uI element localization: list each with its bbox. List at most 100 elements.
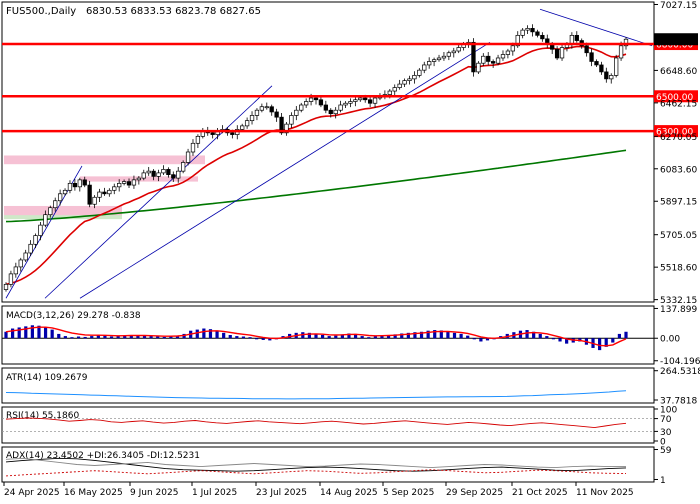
macd-hist-bar xyxy=(162,336,166,339)
macd-hist-bar xyxy=(380,335,384,339)
x-tick-label: 5 Sep 2025 xyxy=(383,488,434,498)
candle-body xyxy=(131,179,137,186)
macd-hist-bar xyxy=(208,329,213,339)
adx-series-line xyxy=(5,457,627,469)
macd-hist-bar xyxy=(241,336,246,339)
macd-hist-bar xyxy=(400,333,404,339)
macd-hist-bar xyxy=(83,336,87,339)
adx-series-line xyxy=(5,469,627,477)
candle-body xyxy=(269,106,274,113)
candle-body xyxy=(599,64,604,73)
macd-hist-bar xyxy=(149,336,153,339)
candle-body xyxy=(57,193,63,202)
candle-body xyxy=(392,87,397,92)
macd-hist-bar xyxy=(604,338,608,347)
ohlc-readout: 6830.53 6833.53 6823.78 6827.65 xyxy=(86,6,261,17)
candle-body xyxy=(363,97,368,101)
candle-body xyxy=(161,169,166,174)
candle-body xyxy=(171,174,176,179)
macd-hist-bar xyxy=(76,336,81,339)
adx-plot xyxy=(5,457,627,477)
macd-hist-bar xyxy=(598,338,602,351)
rsi-y-tick-label: 70 xyxy=(660,415,672,425)
macd-hist-bar xyxy=(235,336,239,339)
candle-body xyxy=(574,34,579,41)
candle-body xyxy=(299,104,304,111)
candle-body xyxy=(151,170,156,177)
ema-slow-line xyxy=(5,149,627,223)
macd-hist-bar xyxy=(472,338,476,340)
macd-hist-bar xyxy=(307,332,312,339)
x-tick-label: 23 Jul 2025 xyxy=(256,488,307,498)
candle-body xyxy=(230,132,235,135)
candle-body xyxy=(121,181,127,184)
candle-body xyxy=(540,34,545,40)
macd-hist-bar xyxy=(565,338,569,344)
candle-body xyxy=(3,283,9,290)
adx-series-line xyxy=(5,457,627,472)
macd-hist-bar xyxy=(545,336,549,339)
rsi-y-tick-label: 100 xyxy=(660,406,677,416)
candle-body xyxy=(77,179,82,188)
candle-body xyxy=(589,52,594,62)
adx-y-axis: 59 1 xyxy=(654,446,672,486)
candle-body xyxy=(427,61,432,66)
candle-body xyxy=(107,189,112,195)
price-y-tick-label: 5518.60 xyxy=(660,264,697,274)
x-tick-label: 29 Sep 2025 xyxy=(446,488,503,498)
macd-hist-bar xyxy=(156,336,160,339)
macd-hist-bar xyxy=(611,338,615,343)
price-y-tick-label: 5332.15 xyxy=(660,296,697,306)
macd-hist-bar xyxy=(63,336,67,339)
macd-hist-bar xyxy=(4,331,8,339)
candle-body xyxy=(53,200,58,209)
candle-body xyxy=(471,41,476,73)
candle-body xyxy=(584,45,589,54)
candle-body xyxy=(594,61,599,66)
atr-y-tick-label: 37.7818 xyxy=(660,396,697,406)
macd-hist-bar xyxy=(136,335,140,339)
macd-hist-bar xyxy=(175,335,180,339)
candle-body xyxy=(422,64,427,71)
candle-body xyxy=(353,99,358,102)
candle-body xyxy=(279,116,284,134)
candle-body xyxy=(436,57,442,61)
price-y-tick-label: 5705.05 xyxy=(660,231,697,241)
macd-hist-bar xyxy=(624,331,628,339)
candle-body xyxy=(614,57,619,76)
candle-body xyxy=(254,109,260,116)
macd-signal-line xyxy=(5,326,627,347)
x-tick-label: 21 Oct 2025 xyxy=(512,488,568,498)
macd-hist-bar xyxy=(485,338,490,341)
level-label: 6500.00 xyxy=(656,93,693,103)
macd-hist-bar xyxy=(261,338,265,340)
candle-body xyxy=(328,109,333,115)
candle-body xyxy=(38,224,43,236)
candle-body xyxy=(13,266,18,275)
macd-hist-bar xyxy=(406,332,410,339)
trendline-4 xyxy=(539,8,653,47)
macd-hist-bar xyxy=(525,330,529,339)
candle-body xyxy=(67,182,73,191)
level-label-bg xyxy=(654,125,698,138)
macd-hist-bar xyxy=(532,331,536,339)
x-tick-label: 1 Jul 2025 xyxy=(192,488,237,498)
macd-hist-bar xyxy=(142,335,147,339)
macd-title: MACD(3,12,26) 29.278 -0.838 xyxy=(6,311,141,321)
candle-body xyxy=(308,97,314,102)
rsi-y-tick-label: 30 xyxy=(660,428,672,438)
rsi-line xyxy=(5,417,627,429)
candle-body xyxy=(289,115,294,125)
candle-body xyxy=(402,80,407,85)
macd-hist-bar xyxy=(195,329,199,339)
candle-body xyxy=(431,59,437,62)
macd-hist-bar xyxy=(57,333,61,339)
horizontal-levels: 6800.00 6500.00 6300.00 xyxy=(2,38,698,138)
candle-body xyxy=(102,191,107,195)
candle-body xyxy=(604,71,609,80)
atr-y-tick-label: 264.5318 xyxy=(660,367,700,377)
candle-body xyxy=(412,75,417,80)
level-label-bg xyxy=(654,90,698,103)
candle-body xyxy=(323,104,328,111)
